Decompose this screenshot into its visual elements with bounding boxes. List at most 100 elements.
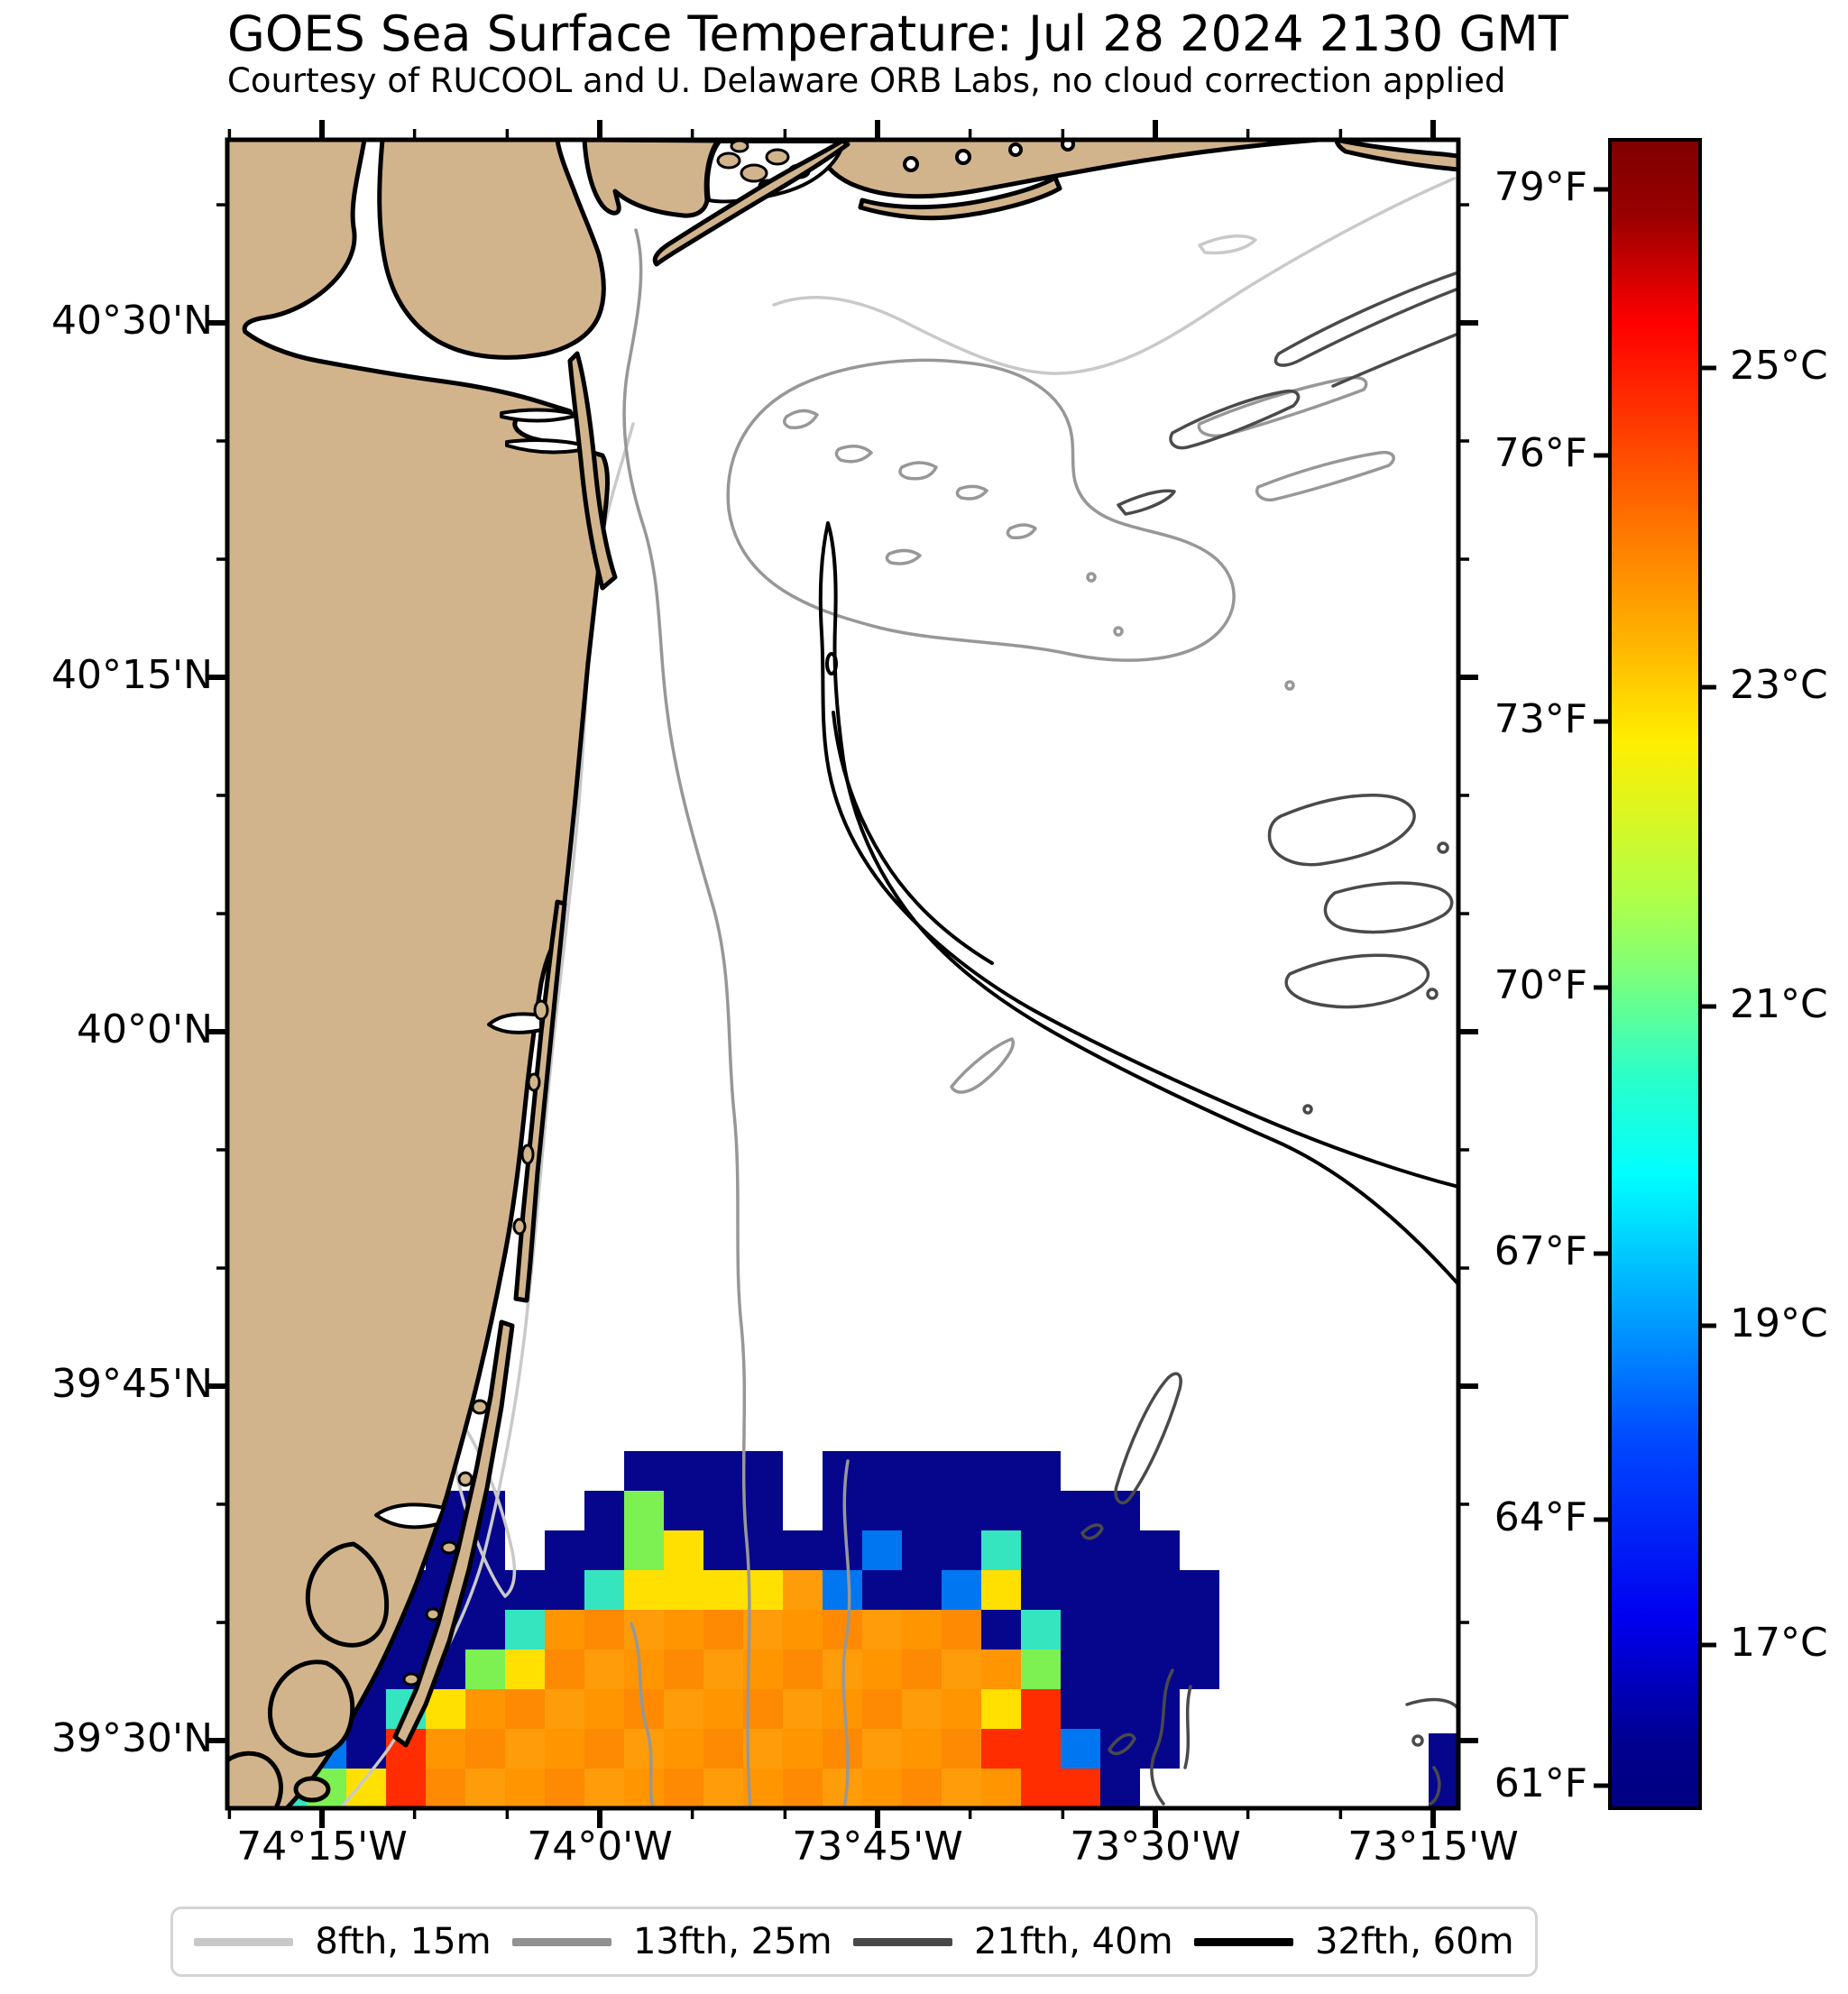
sst-cell [1429, 1733, 1458, 1808]
sst-cell [664, 1530, 703, 1570]
legend-entry: 32fth, 60m [1193, 1921, 1514, 1962]
sst-cell [1061, 1649, 1100, 1689]
sst-cell [505, 1769, 545, 1808]
sst-cell [783, 1729, 823, 1769]
legend-entry: 8fth, 15m [194, 1924, 492, 1960]
sst-cell [823, 1689, 862, 1729]
colorbar-c-label: 19°C [1730, 1300, 1828, 1346]
sst-cell [862, 1729, 902, 1769]
legend-entry: 21fth, 40m [852, 1921, 1173, 1962]
sst-cell [1061, 1689, 1100, 1729]
sst-cell [624, 1729, 664, 1769]
sst-cell [783, 1649, 823, 1689]
sst-cell [505, 1689, 545, 1729]
sst-cell [1180, 1570, 1219, 1610]
legend-line-swatch [194, 1937, 294, 1946]
sst-cell [664, 1491, 703, 1530]
sst-cell [584, 1491, 624, 1530]
colorbar-gradient [1610, 140, 1700, 1808]
legend-label: 21fth, 40m [973, 1921, 1173, 1962]
sst-cell [664, 1570, 703, 1610]
sst-cell [1021, 1769, 1061, 1808]
sst-cell [981, 1451, 1021, 1491]
sst-cell [862, 1769, 902, 1808]
sst-cell [1021, 1451, 1061, 1491]
sst-cell [902, 1570, 942, 1610]
sst-cell [783, 1769, 823, 1808]
sst-cell [1061, 1769, 1100, 1808]
sst-cell [942, 1491, 981, 1530]
sst-cell [981, 1729, 1021, 1769]
sst-cell [624, 1451, 664, 1491]
sst-cell [823, 1451, 862, 1491]
sst-cell [505, 1729, 545, 1769]
sst-cell [346, 1729, 386, 1769]
figure-title: GOES Sea Surface Temperature: Jul 28 202… [227, 5, 1568, 62]
sst-cell [584, 1530, 624, 1570]
colorbar-f-label: 61°F [1494, 1760, 1587, 1806]
sst-cell [703, 1491, 743, 1530]
colorbar-c-label: 25°C [1730, 343, 1828, 389]
sst-cell [1100, 1729, 1140, 1769]
sst-cell [743, 1729, 783, 1769]
colorbar-f-label: 67°F [1494, 1228, 1587, 1274]
sst-cell [743, 1491, 783, 1530]
sst-cell [981, 1491, 1021, 1530]
sst-cell [1100, 1570, 1140, 1610]
sst-cell [1021, 1729, 1061, 1769]
sst-cell [942, 1610, 981, 1649]
sst-cell [942, 1769, 981, 1808]
sst-cell [465, 1729, 505, 1769]
sst-cell [545, 1570, 584, 1610]
map-frame [225, 137, 1461, 1811]
sst-cell [902, 1451, 942, 1491]
lon-tick-label: 73°15'W [1347, 1824, 1519, 1870]
colorbar-ticks [1594, 187, 1716, 1788]
land-nj-barrier-islands [227, 899, 567, 1808]
sst-cell [902, 1610, 942, 1649]
sst-cell [1061, 1610, 1100, 1649]
lon-tick-label: 73°30'W [1070, 1824, 1241, 1870]
sst-cell [584, 1689, 624, 1729]
sst-cell [981, 1769, 1021, 1808]
colorbar-f-label: 76°F [1494, 430, 1587, 476]
sst-cell [1100, 1649, 1140, 1689]
depth-contour-legend: 8fth, 15m 13fth, 25m 21fth, 40m 32fth, 60m [170, 1907, 1538, 1977]
sst-cell [465, 1610, 505, 1649]
sst-cell [703, 1451, 743, 1491]
sst-cell [1021, 1570, 1061, 1610]
sst-cell [624, 1610, 664, 1649]
sst-cell [584, 1769, 624, 1808]
sst-cell [902, 1769, 942, 1808]
contour-40m [1080, 271, 1458, 1806]
sst-cell [1021, 1491, 1061, 1530]
sst-cell [703, 1769, 743, 1808]
sst-cell [545, 1729, 584, 1769]
sst-cell [624, 1649, 664, 1689]
figure-subtitle: Courtesy of RUCOOL and U. Delaware ORB L… [227, 61, 1506, 100]
sst-cell [584, 1570, 624, 1610]
sst-cell [584, 1729, 624, 1769]
sst-cell [823, 1610, 862, 1649]
sst-cell [624, 1530, 664, 1570]
sst-cell [465, 1649, 505, 1689]
sst-cell [346, 1769, 386, 1808]
contour-25m [622, 228, 1395, 1808]
sst-cell [1180, 1610, 1219, 1649]
sst-cell [783, 1530, 823, 1570]
sst-cell [1061, 1729, 1100, 1769]
sst-cell [942, 1570, 981, 1610]
sst-cell [823, 1769, 862, 1808]
sst-cell [703, 1570, 743, 1610]
sst-cell [1180, 1649, 1219, 1689]
lat-tick-label: 40°30'N [51, 298, 213, 344]
sst-cell [783, 1610, 823, 1649]
colorbar-c-label: 17°C [1730, 1620, 1828, 1666]
sst-cell [743, 1689, 783, 1729]
legend-label: 32fth, 60m [1314, 1921, 1514, 1962]
sst-cell [1100, 1769, 1140, 1808]
sst-cell [426, 1769, 465, 1808]
sst-cell [862, 1530, 902, 1570]
